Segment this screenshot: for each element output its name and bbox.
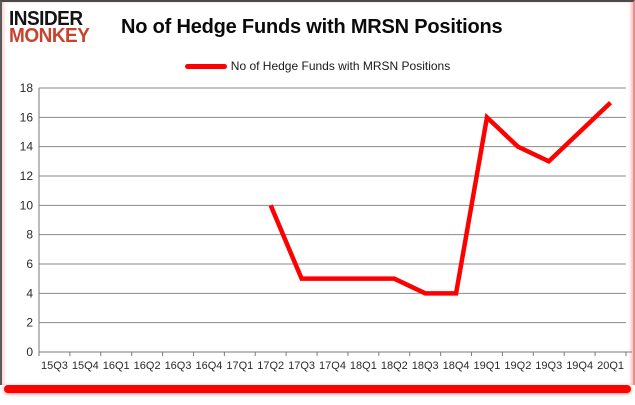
svg-text:4: 4 [26, 286, 33, 300]
logo-word-insider: INSIDER [9, 7, 83, 31]
svg-text:18Q1: 18Q1 [350, 360, 377, 372]
svg-text:6: 6 [26, 257, 33, 271]
svg-text:19Q4: 19Q4 [566, 360, 593, 372]
chart-legend: No of Hedge Funds with MRSN Positions [2, 58, 633, 74]
svg-text:18: 18 [20, 81, 34, 95]
svg-text:19Q3: 19Q3 [535, 360, 562, 372]
svg-text:16: 16 [20, 110, 34, 124]
svg-text:8: 8 [26, 228, 33, 242]
svg-text:0: 0 [26, 345, 33, 359]
svg-text:18Q4: 18Q4 [443, 360, 470, 372]
svg-text:18Q2: 18Q2 [381, 360, 408, 372]
svg-text:17Q3: 17Q3 [288, 360, 315, 372]
axes [38, 88, 632, 356]
svg-text:17Q2: 17Q2 [257, 360, 284, 372]
svg-text:19Q2: 19Q2 [504, 360, 531, 372]
svg-text:10: 10 [20, 198, 34, 212]
y-axis-labels: 0 2 4 6 8 10 12 14 16 18 [20, 81, 34, 359]
svg-text:18Q3: 18Q3 [412, 360, 439, 372]
svg-text:17Q1: 17Q1 [226, 360, 253, 372]
svg-text:16Q4: 16Q4 [195, 360, 222, 372]
gridlines [39, 87, 626, 324]
svg-text:16Q1: 16Q1 [103, 360, 130, 372]
chart-header: INSIDER MONKEY No of Hedge Funds with MR… [2, 2, 633, 54]
svg-text:14: 14 [20, 140, 34, 154]
svg-text:20Q1: 20Q1 [597, 360, 624, 372]
series-line [268, 101, 613, 296]
legend-label: No of Hedge Funds with MRSN Positions [230, 59, 451, 73]
chart-card: INSIDER MONKEY No of Hedge Funds with MR… [0, 0, 635, 385]
svg-text:17Q4: 17Q4 [319, 360, 346, 372]
svg-text:15Q4: 15Q4 [72, 360, 99, 372]
svg-text:16Q2: 16Q2 [134, 360, 161, 372]
logo-word-monkey: MONKEY [9, 25, 90, 48]
svg-text:19Q1: 19Q1 [474, 360, 501, 372]
svg-text:2: 2 [26, 316, 33, 330]
svg-text:12: 12 [20, 169, 34, 183]
legend-line-swatch [184, 63, 227, 69]
insider-monkey-logo: INSIDER MONKEY [9, 7, 113, 48]
svg-text:15Q3: 15Q3 [41, 360, 68, 372]
bottom-red-bar [4, 385, 631, 393]
svg-text:16Q3: 16Q3 [165, 360, 192, 372]
x-axis-labels: 15Q3 15Q4 16Q1 16Q2 16Q3 16Q4 17Q1 17Q2 17Q3 17Q4… [41, 360, 624, 372]
chart-title: No of Hedge Funds with MRSN Positions [121, 16, 503, 38]
